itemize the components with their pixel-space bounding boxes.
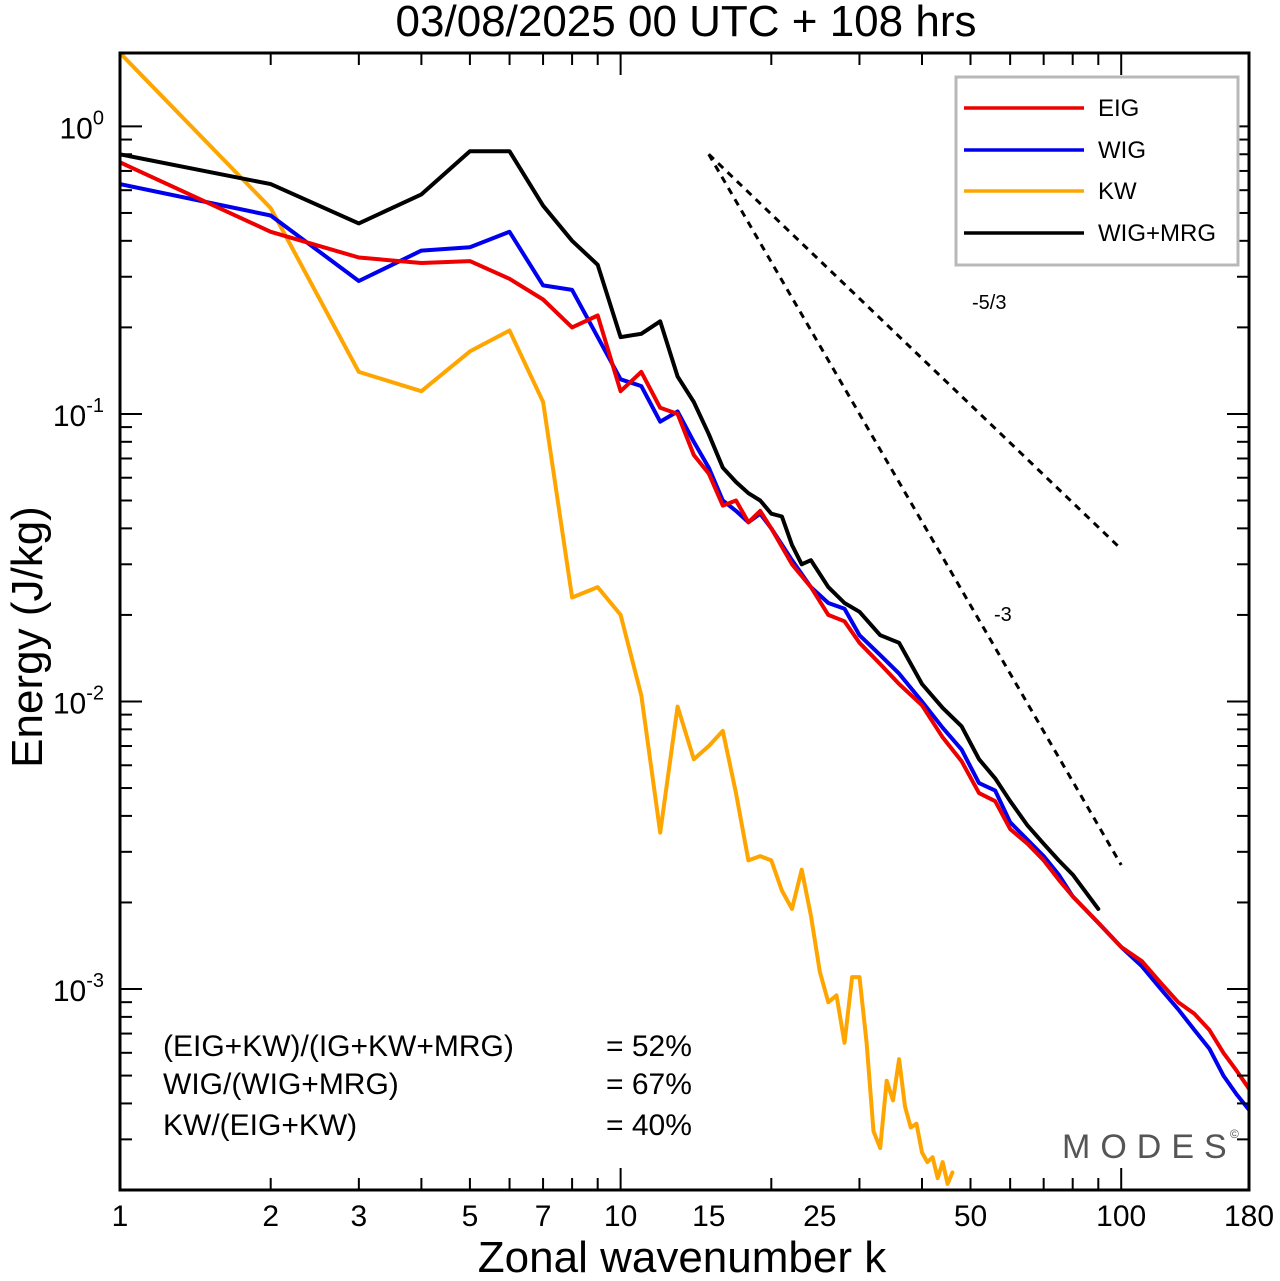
ratio-value-kw: = 40% bbox=[606, 1109, 692, 1142]
y-tick-label: 100 bbox=[60, 107, 105, 145]
ratio-annotations: (EIG+KW)/(IG+KW+MRG) = 52% WIG/(WIG+MRG)… bbox=[163, 1030, 692, 1142]
x-tick-label: 25 bbox=[803, 1200, 836, 1233]
legend-label-kw: KW bbox=[1098, 178, 1137, 205]
slope-label-five-thirds: -5/3 bbox=[972, 292, 1006, 314]
modes-watermark: MODES bbox=[1062, 1128, 1237, 1166]
tick-labels: 1 2 3 5 7 10 15 25 50 100 180 100 10-1 10-2 10-3 bbox=[53, 107, 1274, 1233]
reference-slope-line-0 bbox=[707, 153, 1123, 551]
x-axis-label: Zonal wavenumber k bbox=[478, 1233, 887, 1281]
axes-frame bbox=[118, 51, 1251, 1192]
x-tick-label: 2 bbox=[262, 1200, 279, 1233]
x-tick-label: 100 bbox=[1096, 1200, 1146, 1233]
y-tick-label: 10-2 bbox=[53, 682, 104, 720]
ratio-label-wig: WIG/(WIG+MRG) bbox=[163, 1068, 399, 1101]
x-tick-label: 5 bbox=[462, 1200, 479, 1233]
series-line-wig-mrg bbox=[120, 149, 1101, 911]
reference-slopes bbox=[707, 153, 1123, 866]
ratio-value-eig-kw: = 52% bbox=[606, 1030, 692, 1063]
y-axis-label: Energy (J/kg) bbox=[3, 506, 52, 768]
legend-label-wig: WIG bbox=[1098, 137, 1146, 164]
ratio-value-wig: = 67% bbox=[606, 1068, 692, 1101]
ratio-label-eig-kw: (EIG+KW)/(IG+KW+MRG) bbox=[163, 1030, 514, 1063]
series-line-eig bbox=[120, 160, 1249, 1091]
y-tick-label: 10-3 bbox=[53, 970, 104, 1008]
legend-label-eig: EIG bbox=[1098, 95, 1139, 122]
x-tick-label: 15 bbox=[692, 1200, 725, 1233]
series-lines bbox=[120, 53, 1249, 1186]
plot-frame bbox=[118, 51, 1251, 1192]
series-line-wig bbox=[120, 182, 1249, 1112]
chart-title: 03/08/2025 00 UTC + 108 hrs bbox=[396, 0, 977, 46]
x-tick-label: 7 bbox=[535, 1200, 552, 1233]
x-tick-label: 180 bbox=[1224, 1200, 1274, 1233]
series-line-kw bbox=[120, 53, 955, 1186]
legend-label-wig-mrg: WIG+MRG bbox=[1098, 220, 1216, 247]
legend: EIG WIG KW WIG+MRG bbox=[954, 75, 1240, 267]
x-tick-label: 3 bbox=[351, 1200, 368, 1233]
watermark-copyright-mark: © bbox=[1230, 1127, 1239, 1141]
x-tick-label: 1 bbox=[112, 1200, 129, 1233]
x-tick-label: 10 bbox=[604, 1200, 637, 1233]
reference-slope-line-1 bbox=[707, 153, 1123, 866]
x-tick-label: 50 bbox=[954, 1200, 987, 1233]
slope-label-three: -3 bbox=[994, 604, 1012, 626]
ratio-label-kw: KW/(EIG+KW) bbox=[163, 1109, 357, 1142]
y-tick-label: 10-1 bbox=[53, 395, 104, 433]
